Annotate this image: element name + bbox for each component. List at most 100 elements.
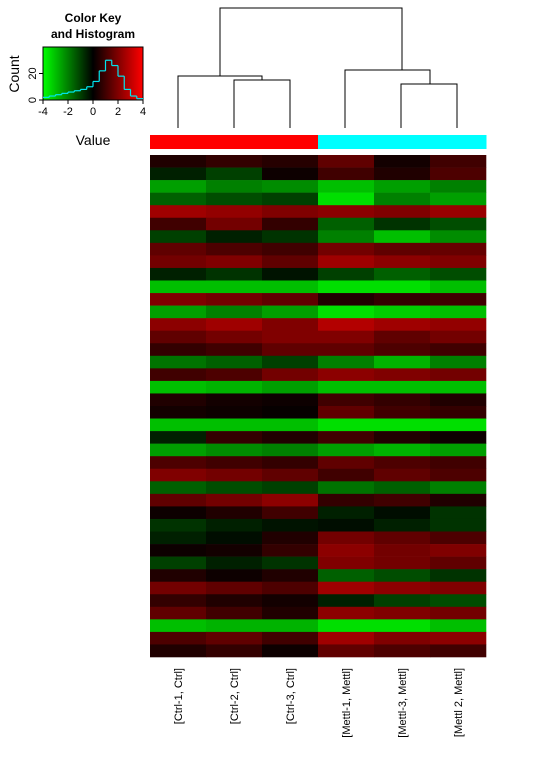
heatmap-cell <box>430 581 487 595</box>
heatmap-cell <box>150 242 207 256</box>
heatmap-cell <box>430 155 487 168</box>
heatmap-cell <box>262 556 319 570</box>
heatmap-cell <box>430 167 487 181</box>
heatmap-cell <box>430 606 487 620</box>
heatmap-cell <box>374 355 431 369</box>
heatmap-cell <box>150 418 207 432</box>
heatmap-cell <box>150 619 207 633</box>
y-tick-label: 20 <box>27 67 39 79</box>
heatmap-cell <box>430 493 487 507</box>
heatmap-cell <box>430 305 487 319</box>
heatmap-cell <box>318 544 375 557</box>
heatmap-cell <box>206 280 263 294</box>
heatmap-cell <box>262 280 319 294</box>
heatmap-cell <box>206 368 263 382</box>
heatmap-cell <box>262 242 319 256</box>
heatmap-cell <box>262 180 319 193</box>
dendrogram <box>177 7 458 128</box>
key-title: Color Key <box>65 11 122 25</box>
heatmap-cell <box>374 631 431 645</box>
column-side-color <box>150 135 207 149</box>
heatmap-cell <box>262 619 319 633</box>
heatmap-cell <box>262 205 319 219</box>
heatmap-cell <box>318 456 375 470</box>
heatmap-cell <box>430 481 487 495</box>
dendrogram-branch <box>400 83 458 128</box>
heatmap-cell <box>150 493 207 507</box>
heatmap-cell <box>262 305 319 319</box>
heatmap-cell <box>318 380 375 394</box>
heatmap-cell <box>150 544 207 557</box>
heatmap-cell <box>318 569 375 582</box>
heatmap-cell <box>318 217 375 231</box>
y-axis-label: Count <box>6 55 22 92</box>
heatmap-cell <box>150 556 207 570</box>
heatmap-cell <box>374 318 431 331</box>
heatmap-cell <box>150 255 207 269</box>
heatmap-cell <box>374 230 431 244</box>
heatmap-cell <box>206 544 263 557</box>
heatmap-cell <box>262 192 319 206</box>
x-tick-label: 2 <box>115 106 121 118</box>
heatmap-cell <box>430 468 487 482</box>
heatmap-cell <box>262 217 319 231</box>
heatmap-cell <box>150 456 207 470</box>
heatmap-cell <box>374 569 431 582</box>
heatmap-cell <box>318 192 375 206</box>
heatmap-cell <box>206 255 263 269</box>
x-tick-label: 0 <box>90 106 96 118</box>
x-tick-label: -2 <box>63 106 73 118</box>
heatmap-cell <box>206 631 263 645</box>
heatmap-cell <box>262 569 319 582</box>
heatmap-cell <box>150 431 207 444</box>
heatmap-cell <box>206 293 263 306</box>
heatmap-cell <box>262 380 319 394</box>
heatmap-cell <box>430 569 487 582</box>
heatmap-cell <box>150 518 207 532</box>
heatmap-cell <box>318 481 375 495</box>
heatmap-cell <box>318 167 375 181</box>
heatmap-cell <box>374 493 431 507</box>
heatmap-cell <box>262 293 319 306</box>
heatmap-cell <box>262 431 319 444</box>
heatmap-cell <box>206 606 263 620</box>
heatmap-cell <box>206 468 263 482</box>
heatmap-cell <box>262 255 319 269</box>
heatmap-cell <box>150 581 207 595</box>
heatmap-cell <box>374 481 431 495</box>
heatmap-cell <box>318 631 375 645</box>
heatmap-cell <box>318 531 375 545</box>
heatmap-cell <box>430 330 487 344</box>
heatmap-cell <box>318 518 375 532</box>
heatmap-cell <box>430 293 487 306</box>
heatmap-cell <box>150 481 207 495</box>
heatmap-cell <box>318 242 375 256</box>
heatmap-cell <box>374 581 431 595</box>
heatmap-cell <box>206 267 263 281</box>
heatmap-cell <box>430 631 487 645</box>
heatmap-cell <box>374 267 431 281</box>
heatmap-cell <box>206 481 263 495</box>
heatmap-cell <box>430 443 487 457</box>
heatmap-cell <box>262 544 319 557</box>
heatmap-cell <box>430 531 487 545</box>
heatmap-cell <box>262 506 319 520</box>
heatmap-cell <box>318 393 375 407</box>
heatmap-cell <box>430 205 487 219</box>
heatmap-cell <box>374 330 431 344</box>
heatmap-cell <box>430 192 487 206</box>
heatmap-cell <box>262 606 319 620</box>
heatmap-cell <box>430 431 487 444</box>
heatmap-cell <box>150 355 207 369</box>
heatmap-cell <box>374 393 431 407</box>
heatmap-cell <box>374 544 431 557</box>
heatmap-cell <box>262 267 319 281</box>
heatmap-cell <box>374 606 431 620</box>
heatmap-cell <box>206 506 263 520</box>
color-key <box>43 47 143 100</box>
heatmap-cell <box>374 619 431 633</box>
heatmap-cell <box>374 192 431 206</box>
heatmap-cell <box>430 406 487 419</box>
heatmap-cell <box>318 280 375 294</box>
heatmap-cell <box>374 380 431 394</box>
